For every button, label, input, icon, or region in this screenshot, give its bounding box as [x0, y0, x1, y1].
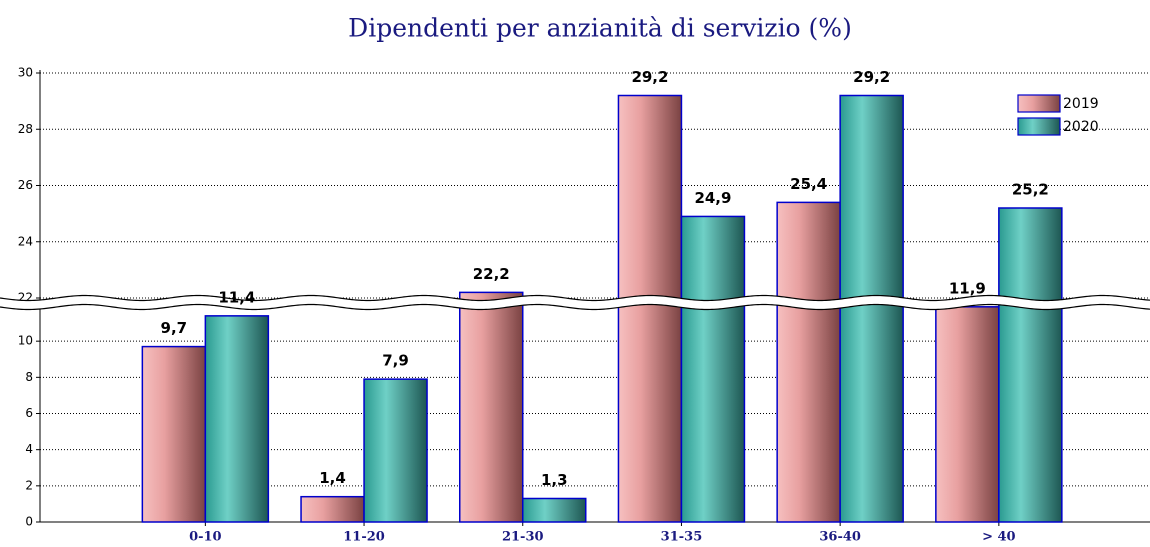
bar [141, 345, 207, 523]
y-tick-label: 30 [18, 66, 33, 80]
value-label: 1,4 [319, 469, 346, 487]
y-tick-label: 2 [25, 478, 33, 492]
x-tick-label: 0-10 [189, 530, 222, 545]
y-tick-label: 0 [25, 515, 33, 529]
value-label: 29,2 [631, 68, 668, 86]
x-tick-label: 11-20 [343, 530, 385, 545]
x-tick-label: > 40 [982, 530, 1016, 545]
y-tick-label: 8 [25, 370, 33, 384]
legend-swatch [1017, 94, 1061, 113]
axis-break-line [0, 303, 1150, 311]
value-label: 24,9 [694, 189, 731, 207]
legend-label: 2020 [1063, 119, 1099, 135]
value-label: 1,3 [541, 471, 568, 489]
value-label: 25,4 [790, 175, 827, 193]
legend-label: 2019 [1063, 96, 1099, 112]
bar [839, 94, 904, 523]
value-label: 25,2 [1012, 181, 1049, 199]
y-tick-label: 26 [18, 178, 33, 192]
value-label: 11,9 [949, 279, 986, 297]
bar [363, 378, 428, 523]
y-tick-label: 10 [18, 334, 33, 348]
y-tick-label: 24 [18, 234, 33, 248]
bar [204, 315, 270, 523]
bar [776, 201, 841, 523]
bar [680, 215, 746, 523]
bar [935, 306, 1000, 523]
value-label: 7,9 [382, 352, 409, 370]
chart-title: Dipendenti per anzianità di servizio (%) [348, 14, 852, 43]
bar [998, 207, 1063, 523]
y-tick-label: 28 [18, 122, 33, 136]
value-label: 29,2 [853, 68, 890, 86]
x-tick-label: 31-35 [661, 530, 703, 545]
value-label: 22,2 [473, 265, 510, 283]
bar [617, 94, 683, 523]
x-tick-label: 36-40 [819, 530, 861, 545]
y-tick-label: 6 [25, 406, 33, 420]
bar [522, 497, 587, 523]
x-tick-label: 21-30 [502, 530, 544, 545]
axis-break-line [0, 294, 1150, 302]
bar [300, 495, 365, 523]
y-tick-label: 4 [25, 442, 33, 456]
legend-swatch [1017, 117, 1061, 136]
bar [459, 291, 524, 523]
value-label: 11,4 [218, 288, 255, 306]
value-label: 9,7 [161, 319, 188, 337]
